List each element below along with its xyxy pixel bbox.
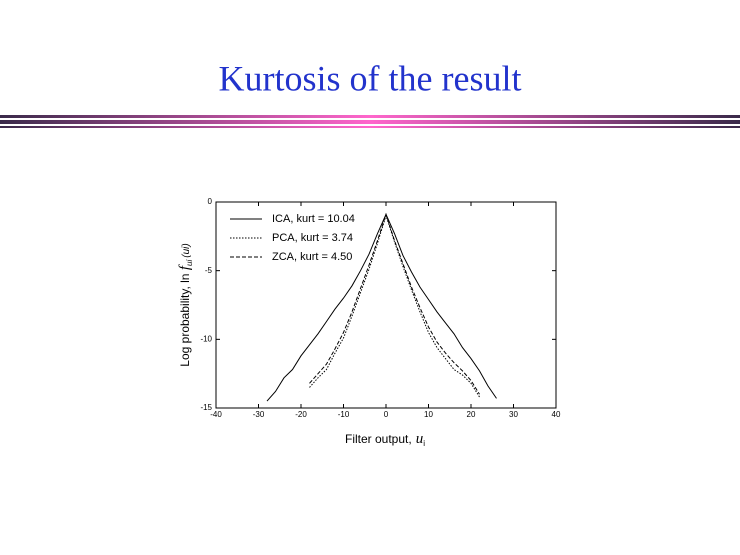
y-tick-label: 0	[208, 197, 213, 206]
y-label-func: f	[177, 264, 193, 270]
x-label-sub: i	[423, 439, 425, 448]
x-tick-label: -20	[295, 410, 307, 419]
plot-frame	[215, 201, 557, 409]
y-tick-label: -10	[200, 334, 212, 343]
series-line	[309, 214, 480, 398]
y-tick-label: -5	[205, 266, 213, 275]
y-label-text: Log probability, ln	[178, 270, 192, 367]
legend-label: ZCA, kurt = 4.50	[272, 251, 352, 263]
y-tick-label: -15	[200, 403, 212, 412]
legend-label: PCA, kurt = 3.74	[272, 232, 353, 244]
x-axis-label: Filter output, ui	[345, 431, 425, 448]
x-tick-label: 30	[509, 410, 518, 419]
x-tick-label: 0	[384, 410, 389, 419]
x-tick-label: 10	[424, 410, 433, 419]
x-tick-label: -40	[210, 410, 222, 419]
series-line	[309, 212, 480, 395]
divider	[0, 115, 740, 118]
x-tick-label: 40	[552, 410, 561, 419]
x-label-text: Filter output,	[345, 432, 412, 446]
series-line	[266, 213, 497, 402]
x-tick-label: 20	[467, 410, 476, 419]
legend-label: ICA, kurt = 10.04	[272, 213, 355, 225]
x-tick-label: -10	[338, 410, 350, 419]
y-axis-label: Log probability, ln fui (ui)	[177, 243, 194, 366]
y-label-arg: (ui)	[181, 243, 192, 257]
x-tick-label: -30	[253, 410, 265, 419]
divider	[0, 120, 740, 124]
slide-title: Kurtosis of the result	[219, 58, 522, 98]
divider	[0, 126, 740, 128]
x-label-var: u	[416, 431, 424, 447]
y-label-sub: ui	[185, 260, 194, 266]
